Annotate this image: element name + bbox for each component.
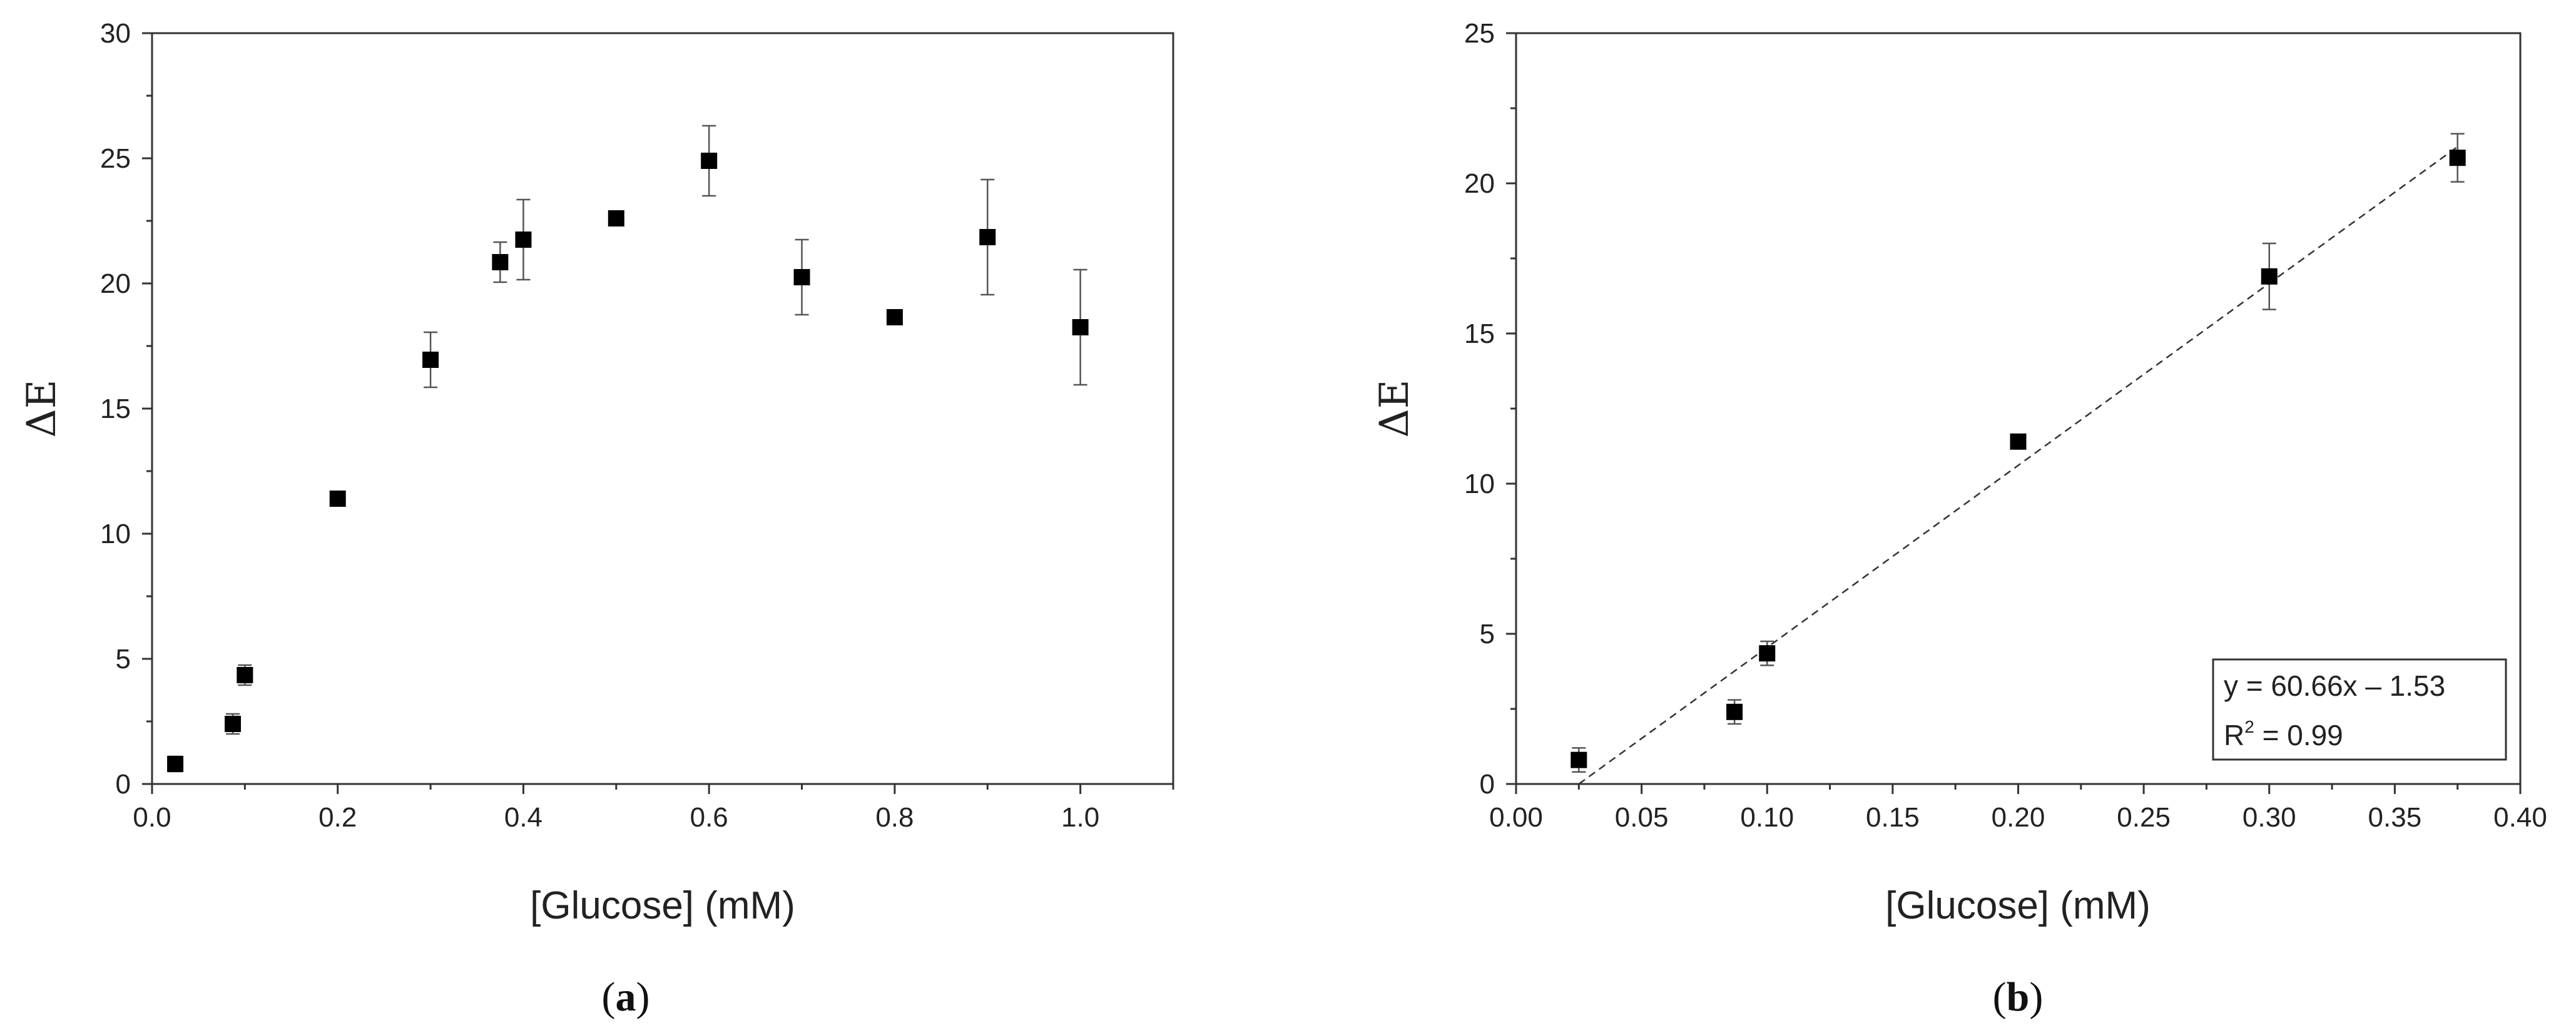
data-point bbox=[515, 232, 532, 248]
y-tick-label: 15 bbox=[1464, 318, 1495, 349]
data-point bbox=[2449, 150, 2466, 166]
panel-b-y-axis-title: ΔE bbox=[1372, 380, 1418, 438]
x-tick-label: 0.8 bbox=[875, 802, 914, 833]
x-tick-label: 0.15 bbox=[1866, 802, 1920, 833]
data-point bbox=[225, 716, 242, 732]
panel-b-label: (b) bbox=[1993, 974, 2044, 1020]
panel-a-x-ticks: 0.0 0.2 0.4 0.6 0.8 1.0 bbox=[133, 784, 1174, 833]
data-point bbox=[1726, 703, 1743, 720]
data-point bbox=[793, 269, 810, 285]
data-point bbox=[492, 254, 509, 270]
data-point bbox=[329, 491, 346, 507]
data-point bbox=[2010, 433, 2027, 450]
data-point bbox=[1571, 751, 1587, 768]
panel-b-points bbox=[1571, 150, 2466, 768]
data-point bbox=[237, 667, 253, 683]
panel-b: 0.00 0.05 0.10 0.15 0.20 0.25 0.30 0.35 0.40 0 5 1… bbox=[1372, 18, 2547, 1020]
x-tick-label: 0.4 bbox=[504, 802, 542, 833]
y-tick-label: 20 bbox=[1464, 168, 1495, 199]
x-tick-label: 0.20 bbox=[1992, 802, 2045, 833]
panel-b-legend: y = 60.66x – 1.53 R2 = 0.99 bbox=[2212, 658, 2507, 761]
fit-line bbox=[1578, 146, 2458, 785]
y-tick-label: 10 bbox=[100, 519, 131, 549]
legend-box bbox=[2212, 658, 2507, 761]
y-tick-label: 30 bbox=[100, 18, 131, 49]
x-tick-label: 0.05 bbox=[1615, 802, 1669, 833]
data-point bbox=[608, 210, 624, 226]
x-tick-label: 1.0 bbox=[1061, 802, 1099, 833]
data-point bbox=[979, 229, 996, 245]
y-tick-label: 25 bbox=[1464, 18, 1495, 49]
panel-b-y-ticks: 0 5 10 15 20 25 bbox=[1464, 18, 1516, 800]
x-tick-label: 0.10 bbox=[1740, 802, 1794, 833]
x-tick-label: 0.30 bbox=[2243, 802, 2296, 833]
y-tick-label: 25 bbox=[100, 143, 131, 174]
x-tick-label: 0.2 bbox=[318, 802, 357, 833]
y-tick-label: 0 bbox=[116, 769, 131, 800]
x-tick-label: 0.35 bbox=[2368, 802, 2422, 833]
x-tick-label: 0.00 bbox=[1489, 802, 1543, 833]
x-tick-label: 0.25 bbox=[2117, 802, 2171, 833]
panel-a: 0.0 0.2 0.4 0.6 0.8 1.0 0 5 10 15 20 25 30 [Glucose… bbox=[19, 18, 1174, 1020]
panel-a-y-axis-title: ΔE bbox=[19, 380, 65, 438]
x-tick-label: 0.40 bbox=[2493, 802, 2547, 833]
panel-a-x-axis-title: [Glucose] (mM) bbox=[530, 884, 795, 927]
y-tick-label: 10 bbox=[1464, 469, 1495, 499]
y-tick-label: 0 bbox=[1480, 769, 1495, 800]
panel-b-x-axis-title: [Glucose] (mM) bbox=[1885, 884, 2151, 927]
panel-b-x-ticks: 0.00 0.05 0.10 0.15 0.20 0.25 0.30 0.35 0.40 bbox=[1489, 784, 2547, 833]
y-tick-label: 5 bbox=[1480, 619, 1495, 649]
data-point bbox=[1072, 319, 1089, 335]
y-tick-label: 20 bbox=[100, 268, 131, 299]
y-tick-label: 5 bbox=[116, 644, 131, 674]
x-tick-label: 0.6 bbox=[690, 802, 728, 833]
data-point bbox=[886, 309, 903, 325]
panel-a-error-bars bbox=[168, 125, 1087, 773]
data-point bbox=[1759, 645, 1776, 662]
data-point bbox=[422, 352, 439, 368]
y-tick-label: 15 bbox=[100, 394, 131, 424]
data-point bbox=[167, 756, 184, 772]
panel-b-fit-line-group bbox=[1578, 146, 2458, 785]
legend-r-squared: R2 = 0.99 bbox=[2224, 717, 2343, 751]
panel-a-points bbox=[167, 153, 1089, 772]
panel-a-frame bbox=[151, 32, 1174, 785]
legend-equation: y = 60.66x – 1.53 bbox=[2224, 669, 2445, 702]
data-point bbox=[701, 153, 718, 169]
data-point bbox=[2261, 268, 2278, 285]
panel-a-y-ticks: 0 5 10 15 20 25 30 bbox=[100, 18, 152, 800]
x-tick-label: 0.0 bbox=[133, 802, 171, 833]
panel-a-label: (a) bbox=[602, 974, 650, 1020]
